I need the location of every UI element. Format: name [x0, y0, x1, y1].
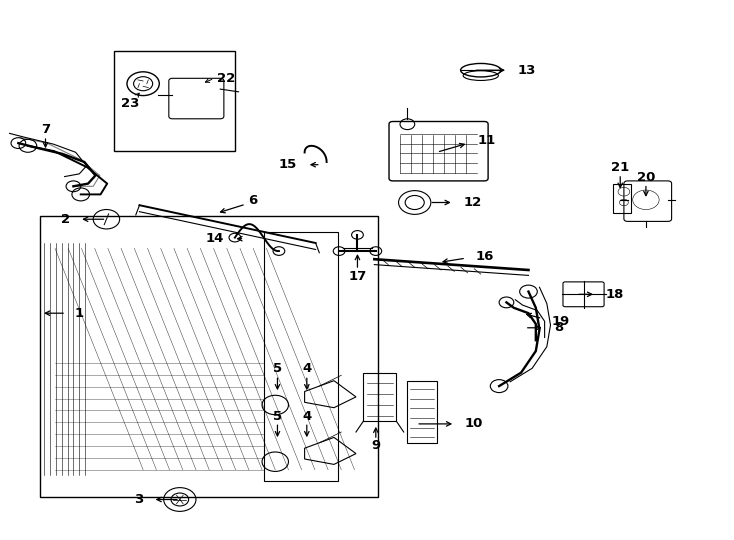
Text: 7: 7 [41, 123, 50, 136]
Text: 4: 4 [302, 362, 311, 375]
Text: 15: 15 [279, 158, 297, 171]
Text: 13: 13 [517, 64, 536, 77]
Bar [407, 381, 437, 443]
Text: 18: 18 [606, 288, 624, 301]
Text: 19: 19 [552, 315, 570, 328]
Text: 14: 14 [206, 232, 224, 245]
Text: 11: 11 [477, 134, 495, 147]
Text: 23: 23 [121, 97, 140, 110]
Bar [363, 373, 396, 421]
Bar [264, 232, 338, 481]
Text: 1: 1 [74, 307, 83, 320]
Text: 9: 9 [371, 439, 380, 452]
Text: 2: 2 [61, 213, 70, 226]
Text: 6: 6 [249, 194, 258, 207]
Text: 20: 20 [636, 171, 655, 184]
Text: 5: 5 [273, 362, 282, 375]
Text: 12: 12 [464, 196, 482, 209]
Bar [613, 184, 631, 213]
Text: 8: 8 [554, 321, 564, 334]
Text: 4: 4 [302, 410, 311, 423]
Bar [114, 51, 235, 151]
Text: 10: 10 [465, 417, 483, 430]
Text: 22: 22 [217, 72, 235, 85]
Text: 16: 16 [476, 250, 494, 263]
Text: 21: 21 [611, 161, 629, 174]
Text: 17: 17 [349, 270, 366, 283]
Text: 5: 5 [273, 410, 282, 423]
Text: 3: 3 [134, 493, 143, 506]
